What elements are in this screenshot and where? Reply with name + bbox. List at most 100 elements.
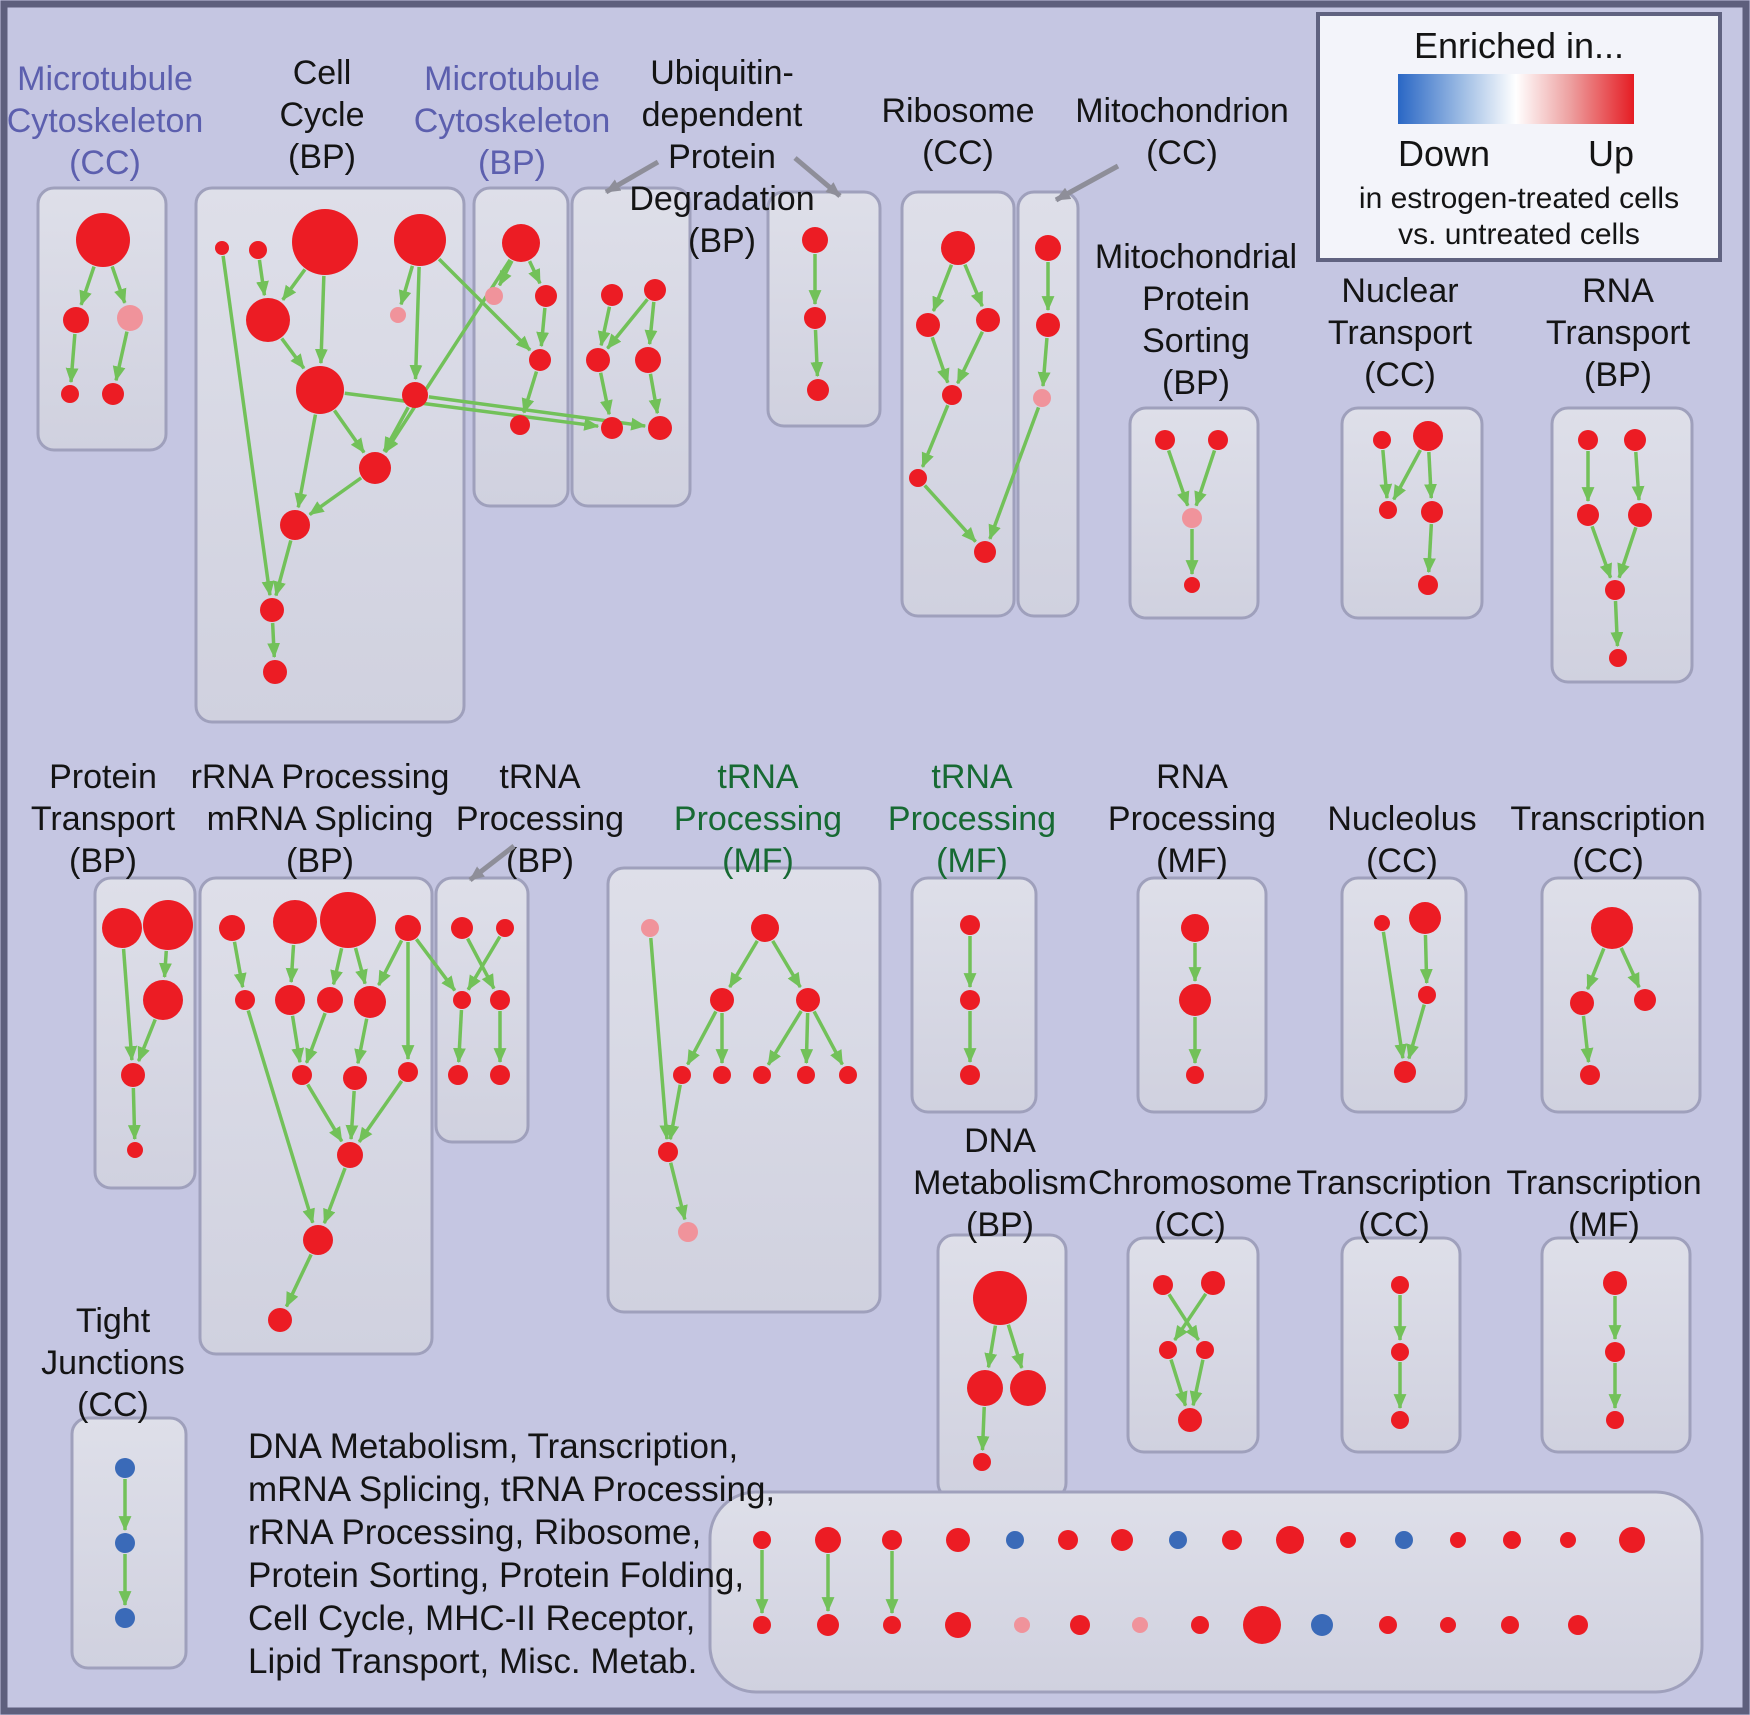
edge-b5-b7	[280, 337, 306, 370]
cluster-label-nucleolus-cc: (CC)	[1366, 842, 1438, 880]
go-node-x2	[815, 1527, 841, 1553]
go-node-l2	[273, 900, 317, 944]
go-node-f5	[909, 469, 927, 487]
edge-r2-r4	[1580, 1015, 1594, 1064]
cluster-label-trna-processing-mf-1: (MF)	[722, 842, 794, 880]
cluster-box-microtubule-cc	[36, 186, 168, 452]
go-node-d6	[648, 416, 672, 440]
edge-j4-j5	[1617, 526, 1638, 579]
edge-b9-b10	[308, 476, 363, 516]
go-node-j2	[1624, 429, 1646, 451]
go-node-k3	[143, 980, 183, 1020]
go-node-b8	[402, 382, 428, 408]
go-node-m4	[490, 990, 510, 1010]
cluster-label-mitochondrion-cc: (CC)	[1146, 134, 1218, 172]
go-node-d1	[601, 284, 623, 306]
go-node-u1	[1391, 1276, 1409, 1294]
go-node-x4	[946, 1528, 970, 1552]
go-node-x10	[1276, 1526, 1304, 1554]
go-node-l10	[343, 1066, 367, 1090]
go-node-g3	[1033, 389, 1051, 407]
cluster-label-protein-transport-bp: (BP)	[69, 842, 137, 880]
edge-s1-s3	[1006, 1324, 1024, 1369]
go-node-x8	[1169, 1531, 1187, 1549]
go-node-c5	[510, 415, 530, 435]
go-node-a5	[102, 383, 124, 405]
edge-l3-l8	[353, 947, 368, 985]
go-node-x24	[1191, 1616, 1209, 1634]
cluster-label-rna-transport-bp: RNA	[1582, 272, 1654, 310]
cluster-label-transcription-cc-top: Transcription	[1510, 800, 1705, 838]
cluster-label-trna-processing-mf-2: tRNA	[931, 758, 1013, 796]
edge-b1-b11	[221, 255, 275, 597]
cluster-label-trna-processing-bp: tRNA	[499, 758, 581, 796]
edge-a2-a4	[65, 333, 79, 384]
edge-j5-j6	[1610, 600, 1624, 648]
edge-j3-j5	[1590, 525, 1613, 579]
go-node-d5	[601, 417, 623, 439]
go-node-r4	[1580, 1065, 1600, 1085]
go-node-n5	[673, 1066, 691, 1084]
go-node-h3	[1182, 508, 1202, 528]
edge-b3-b7	[314, 275, 328, 365]
go-node-p2	[1179, 984, 1211, 1016]
cluster-label-transcription-mf: (MF)	[1568, 1206, 1640, 1244]
go-node-x25	[1243, 1606, 1281, 1644]
go-node-x13	[1450, 1532, 1466, 1548]
edge-k2-k3	[159, 950, 172, 979]
uncategorized-terms-note: Lipid Transport, Misc. Metab.	[248, 1642, 697, 1681]
go-node-l8	[354, 986, 386, 1018]
legend-title: Enriched in...	[1414, 25, 1624, 66]
go-node-f6	[974, 541, 996, 563]
edge-b7-b10	[294, 414, 318, 509]
edge-s1-s2	[984, 1325, 998, 1369]
edge-n2-n3	[728, 939, 759, 989]
go-node-x19	[883, 1616, 901, 1634]
go-node-i4	[1421, 501, 1443, 523]
edge-l9-l12	[306, 1083, 344, 1143]
go-node-u3	[1391, 1411, 1409, 1429]
go-node-s1	[973, 1271, 1027, 1325]
go-node-b9	[359, 452, 391, 484]
cluster-label-cell-cycle-bp: (BP)	[288, 138, 356, 176]
edge-q1-q4	[1381, 931, 1408, 1060]
cluster-label-microtubule-cytoskeleton-cc: Cytoskeleton	[7, 102, 204, 140]
cluster-label-microtubule-cytoskeleton-bp: (BP)	[478, 144, 546, 182]
go-node-b4	[394, 214, 446, 266]
go-node-x27	[1379, 1616, 1397, 1634]
go-node-j4	[1628, 503, 1652, 527]
go-node-l12	[337, 1142, 363, 1168]
edge-a3-a5	[112, 331, 129, 382]
cluster-label-ubiquitin-dependent-protein-degradation-bp: Ubiquitin-	[650, 54, 794, 92]
edge-n4-n8	[800, 1012, 814, 1065]
go-node-x18	[817, 1614, 839, 1636]
edge-n2-n4	[771, 939, 802, 989]
edge-n4-n7	[766, 1010, 803, 1066]
go-node-x5	[1006, 1531, 1024, 1549]
go-node-g2	[1036, 313, 1060, 337]
legend-context-line2: vs. untreated cells	[1398, 218, 1640, 251]
edge-c3-c4	[536, 307, 550, 348]
edge-b4-c4	[437, 257, 532, 352]
go-node-t5	[1178, 1408, 1202, 1432]
go-node-x17	[753, 1616, 771, 1634]
edge-b10-b11	[273, 539, 293, 597]
go-node-x7	[1111, 1529, 1133, 1551]
go-node-n7	[753, 1066, 771, 1084]
edge-h1-h3	[1166, 449, 1190, 507]
edge-l5-l13	[246, 1010, 315, 1224]
go-node-s2	[967, 1370, 1003, 1406]
edge-a1-a3	[110, 265, 127, 304]
go-node-b1	[215, 241, 229, 255]
cluster-label-chromosome-cc: (CC)	[1154, 1206, 1226, 1244]
edge-n3-n5	[686, 1010, 718, 1066]
go-node-r2	[1570, 991, 1594, 1015]
cluster-label-dna-metabolism-bp: DNA	[964, 1122, 1036, 1160]
go-node-i2	[1413, 421, 1443, 451]
edge-c4-c5	[521, 370, 539, 414]
edge-r1-r2	[1585, 947, 1606, 991]
edge-l4-m3	[414, 938, 457, 992]
cluster-label-trna-processing-mf-1: tRNA	[717, 758, 799, 796]
go-node-n6	[713, 1066, 731, 1084]
